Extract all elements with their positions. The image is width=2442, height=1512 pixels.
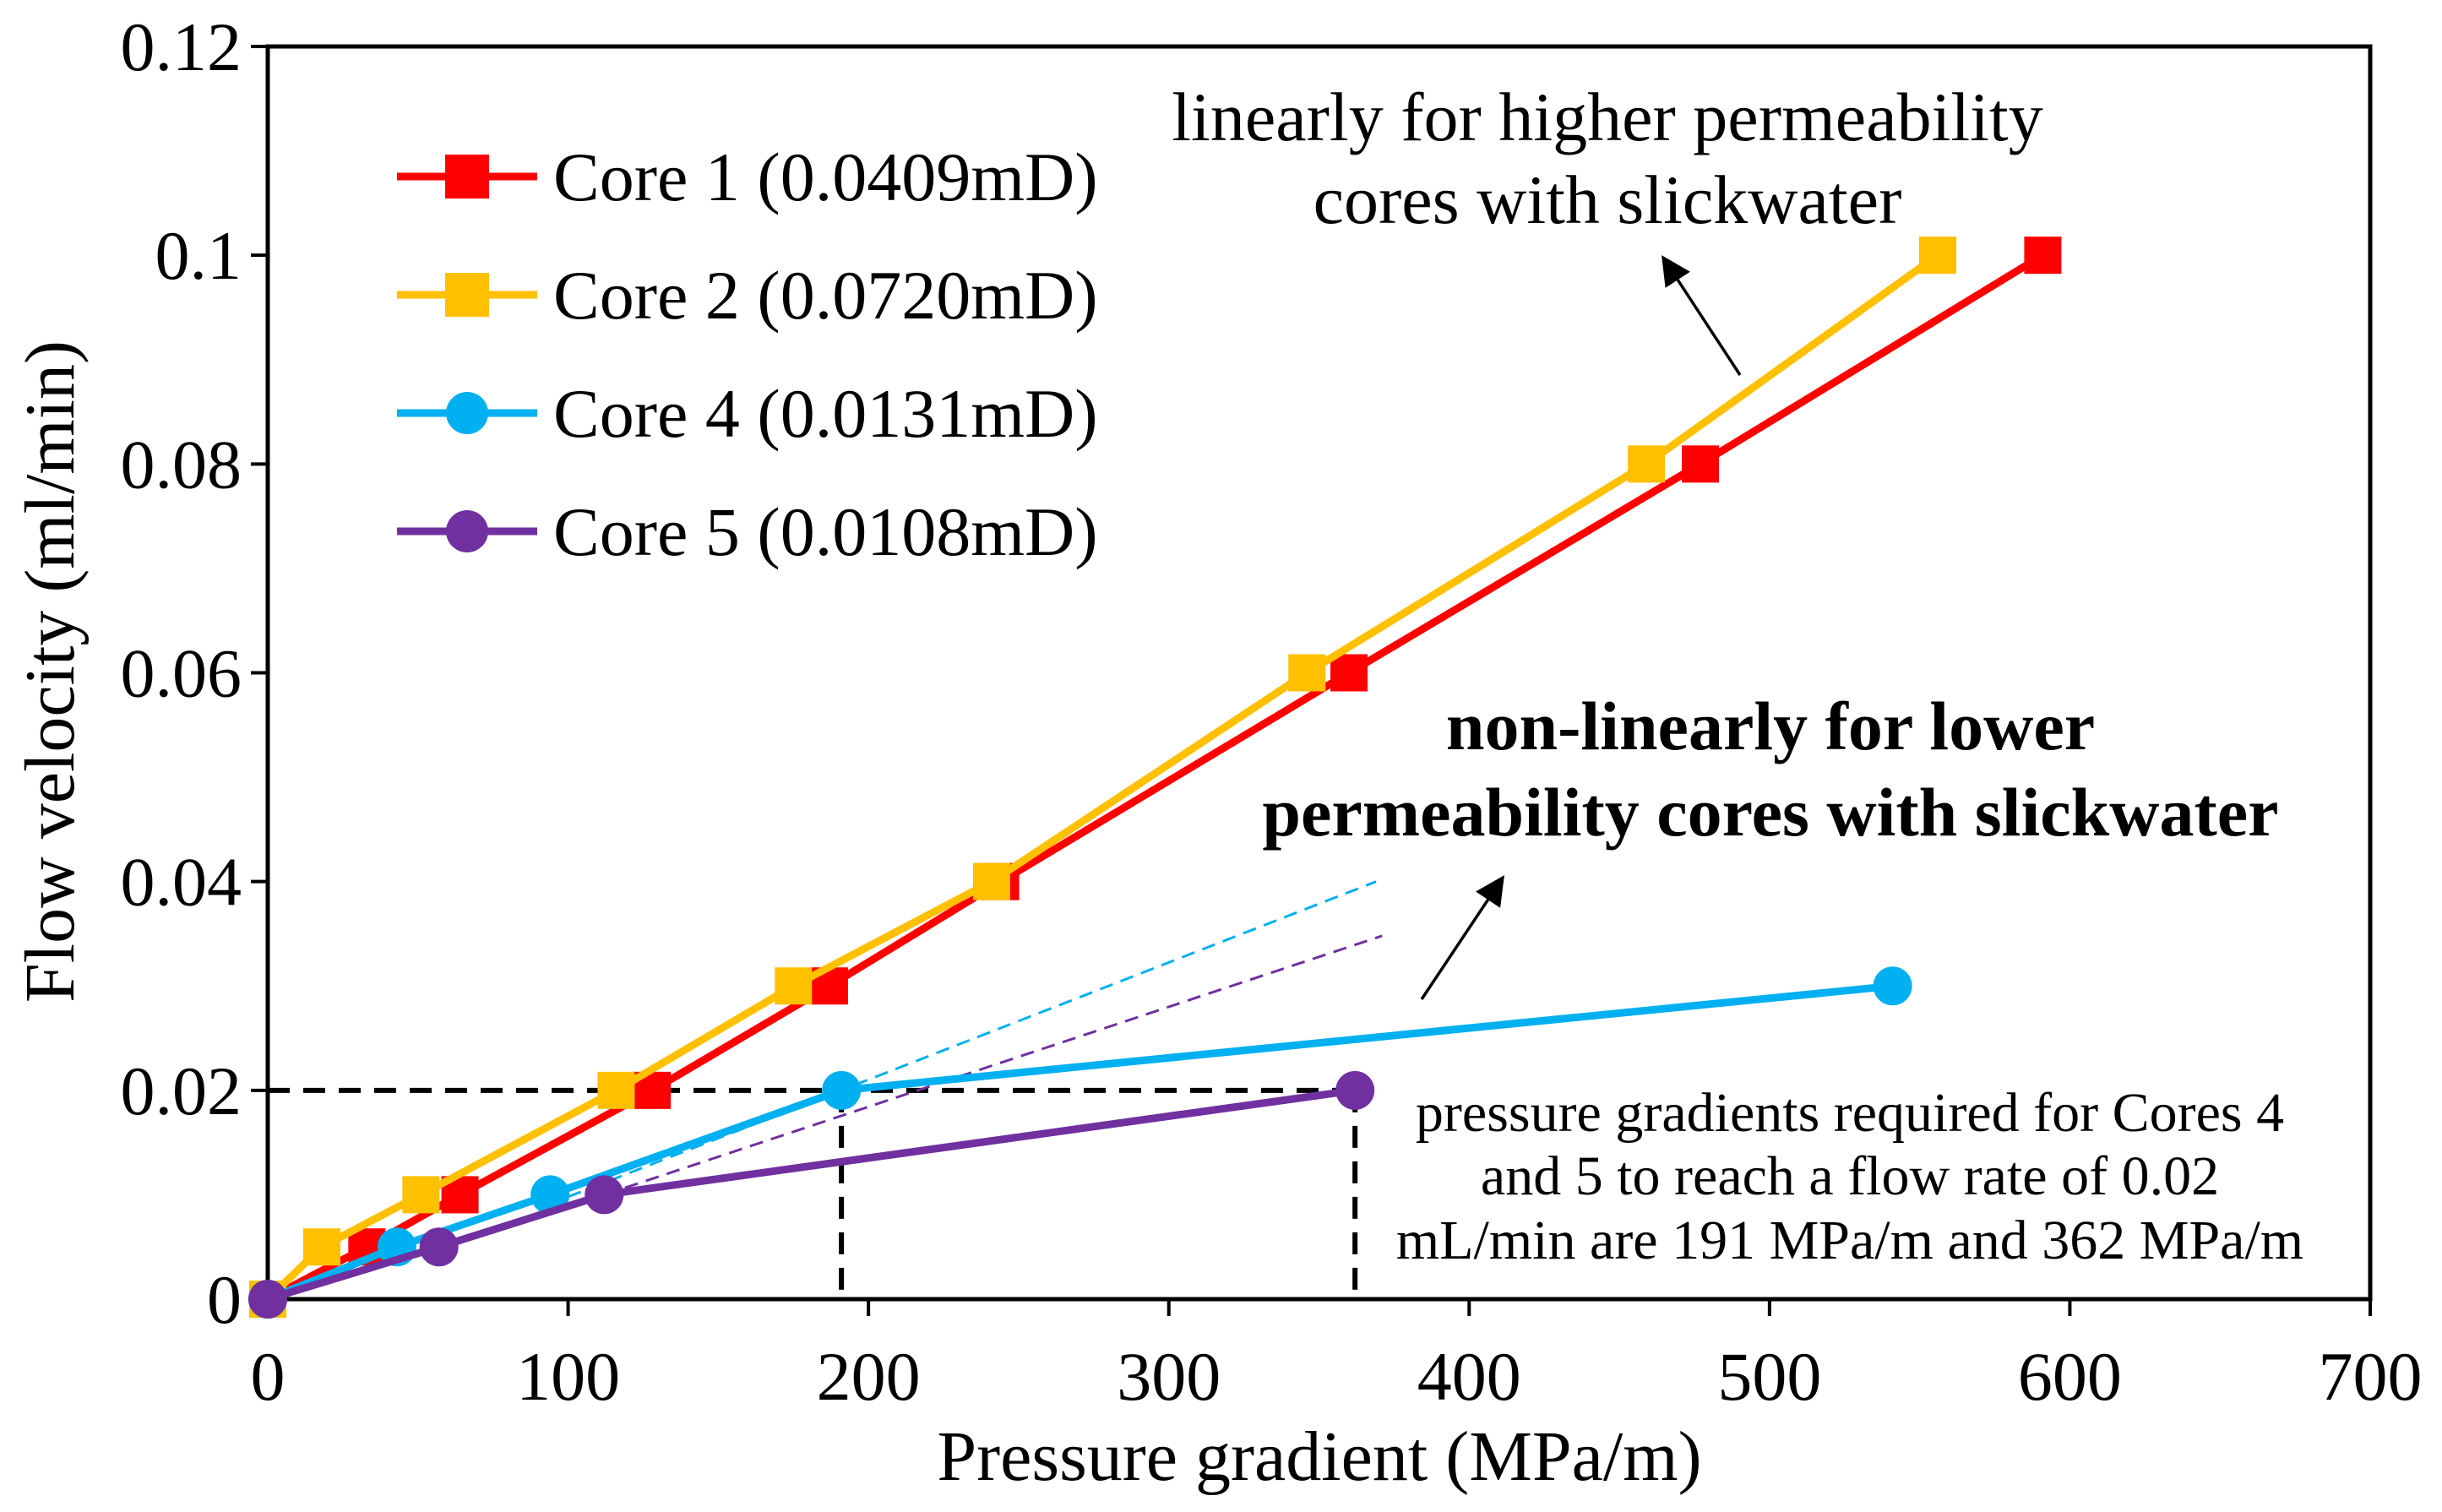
x-tick-label: 100 xyxy=(516,1338,620,1415)
y-tick-label: 0.12 xyxy=(121,8,242,85)
core-5-point xyxy=(1335,1070,1375,1110)
core-5-point xyxy=(585,1175,624,1215)
trend-line-2 xyxy=(603,934,1383,1196)
x-tick-label: 300 xyxy=(1117,1338,1221,1415)
y-tick-label: 0.08 xyxy=(121,426,242,503)
y-tick-label: 0 xyxy=(207,1261,242,1338)
y-axis-ticks: 0 0.02 0.04 0.06 0.08 0.1 0.12 xyxy=(121,8,268,1338)
x-axis-ticks: 0 100 200 300 400 500 600 700 xyxy=(251,1299,2423,1415)
y-tick-label: 0.04 xyxy=(121,844,242,921)
x-tick-label: 500 xyxy=(1717,1338,1821,1415)
core-2-point xyxy=(972,862,1010,900)
annotation-pressure-note-line-1: pressure gradients required for Cores 4 xyxy=(1416,1082,2284,1144)
annotations: linearly for higher permeability cores w… xyxy=(1172,79,2303,1271)
core-1-point xyxy=(2024,237,2062,275)
annotation-pressure-note-line-2: and 5 to reach a flow rate of 0.02 xyxy=(1481,1145,2219,1207)
core-5-point xyxy=(419,1227,459,1267)
x-tick-label: 200 xyxy=(817,1338,921,1415)
legend-item-core-4: Core 4 (0.0131mD) xyxy=(397,375,1098,452)
arrow-linear xyxy=(1662,255,1742,376)
core-5-line xyxy=(264,1086,1359,1303)
y-tick-label: 0.02 xyxy=(121,1052,242,1129)
x-tick-label: 600 xyxy=(2018,1338,2122,1415)
core-2-point xyxy=(402,1176,440,1214)
core-2-point xyxy=(775,967,813,1005)
core-1-point xyxy=(1682,445,1720,483)
core-2-point xyxy=(1288,654,1326,692)
y-axis-label: Flow velocity (ml/min) xyxy=(11,340,90,1003)
annotation-pressure-note-line-3: mL/min are 191 MPa/m and 362 MPa/m xyxy=(1396,1210,2303,1271)
legend-item-core-5: Core 5 (0.0108mD) xyxy=(397,493,1098,570)
series-core-2 xyxy=(249,237,1956,1318)
y-tick-label: 0.1 xyxy=(155,217,242,294)
legend-item-core-1: Core 1 (0.0409mD) xyxy=(397,139,1098,215)
legend-marker-core-4 xyxy=(446,392,488,434)
series-core-5 xyxy=(248,1070,1375,1319)
trend-line-1 xyxy=(568,880,1377,1199)
core-2-point xyxy=(1628,445,1666,483)
core-1-point xyxy=(1330,654,1368,692)
legend-marker-core-2 xyxy=(445,273,489,317)
annotation-linear-line-2: cores with slickwater xyxy=(1313,161,1902,238)
x-tick-label: 400 xyxy=(1417,1338,1521,1415)
legend-marker-core-5 xyxy=(446,510,488,552)
y-tick-label: 0.06 xyxy=(121,635,242,712)
annotation-linear-line-1: linearly for higher permeability xyxy=(1172,79,2042,155)
legend-label-core-1: Core 1 (0.0409mD) xyxy=(553,139,1098,215)
legend-label-core-5: Core 5 (0.0108mD) xyxy=(553,493,1098,570)
annotation-nonlinear-line-1: non-linearly for lower xyxy=(1446,688,2095,764)
legend-item-core-2: Core 2 (0.0720mD) xyxy=(397,257,1098,334)
core-2-point xyxy=(303,1228,341,1266)
arrow-nonlinear xyxy=(1420,875,1504,1000)
annotation-nonlinear-line-2: permeability cores with slickwater xyxy=(1262,774,2278,851)
legend-label-core-4: Core 4 (0.0131mD) xyxy=(553,375,1098,452)
series-layer xyxy=(248,237,2062,1319)
core-4-point xyxy=(1873,966,1912,1006)
legend-marker-core-1 xyxy=(445,155,489,199)
x-tick-label: 0 xyxy=(251,1338,286,1415)
x-tick-label: 700 xyxy=(2319,1338,2423,1415)
x-axis-label: Pressure gradient (MPa/m) xyxy=(937,1417,1701,1496)
legend: Core 1 (0.0409mD) Core 2 (0.0720mD) Core 4… xyxy=(397,139,1098,570)
core-4-point xyxy=(530,1175,570,1215)
core-5-point xyxy=(248,1280,287,1319)
trend-lines xyxy=(568,880,1383,1199)
legend-label-core-2: Core 2 (0.0720mD) xyxy=(553,257,1098,334)
core-4-point xyxy=(822,1070,862,1110)
core-2-point xyxy=(1918,237,1956,275)
reference-lines xyxy=(268,1087,1358,1299)
core-2-point xyxy=(597,1071,635,1109)
